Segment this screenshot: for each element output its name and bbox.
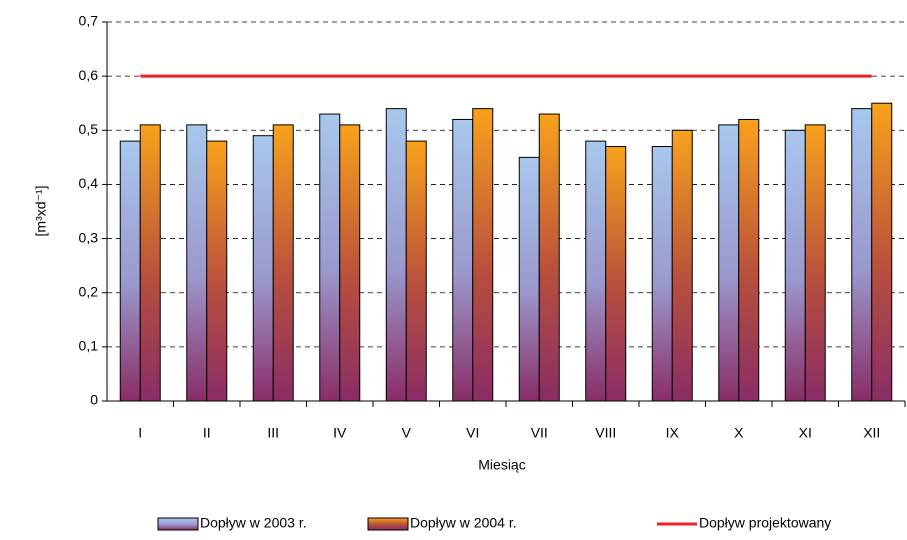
- bar: [119, 140, 141, 402]
- bar: [452, 118, 474, 402]
- bar: [272, 124, 294, 402]
- bar: [186, 124, 208, 402]
- x-tick-label: X: [734, 425, 744, 441]
- y-tick-label: 0,3: [79, 229, 99, 245]
- x-tick-label: VII: [531, 425, 548, 441]
- bar: [804, 124, 826, 402]
- x-tick-label: III: [267, 425, 279, 441]
- bar: [385, 108, 407, 402]
- legend-label: Dopływ w 2004 r.: [410, 515, 517, 531]
- bar: [339, 124, 361, 402]
- y-tick-label: 0,2: [79, 283, 99, 299]
- x-tick-label: V: [402, 425, 412, 441]
- bar: [871, 102, 893, 402]
- bar: [784, 129, 806, 402]
- y-tick-label: 0: [90, 392, 98, 408]
- bar: [538, 113, 560, 402]
- bar: [671, 129, 693, 402]
- y-tick-label: 0,6: [79, 67, 99, 83]
- x-tick-label: I: [138, 425, 142, 441]
- x-tick-label: II: [203, 425, 211, 441]
- y-tick-label: 0,7: [79, 13, 99, 29]
- x-tick-label: IV: [333, 425, 347, 441]
- bar: [651, 146, 673, 402]
- legend-label: Dopływ projektowany: [699, 515, 831, 531]
- y-axis-title: [m³xd⁻¹]: [33, 186, 49, 237]
- x-tick-label: VIII: [595, 425, 616, 441]
- legend-label: Dopływ w 2003 r.: [200, 515, 307, 531]
- y-tick-label: 0,4: [79, 175, 99, 191]
- x-tick-label: VI: [466, 425, 479, 441]
- bar: [738, 118, 760, 402]
- bar: [518, 156, 540, 402]
- x-tick-label: IX: [666, 425, 680, 441]
- bar: [585, 140, 607, 402]
- bar: [472, 108, 494, 402]
- x-tick-label: XI: [799, 425, 812, 441]
- bar: [405, 140, 427, 402]
- x-tick-label: XII: [863, 425, 880, 441]
- bar: [206, 140, 228, 402]
- bar: [252, 135, 274, 402]
- bar: [319, 113, 341, 402]
- bar: [605, 146, 627, 402]
- y-tick-label: 0,5: [79, 121, 99, 137]
- bar: [851, 108, 873, 402]
- x-axis-title: Miesiąc: [478, 457, 525, 473]
- legend-swatch: [367, 517, 409, 531]
- legend-swatch: [157, 517, 199, 531]
- y-tick-label: 0,1: [79, 338, 99, 354]
- bar: [139, 124, 161, 402]
- bar: [718, 124, 740, 402]
